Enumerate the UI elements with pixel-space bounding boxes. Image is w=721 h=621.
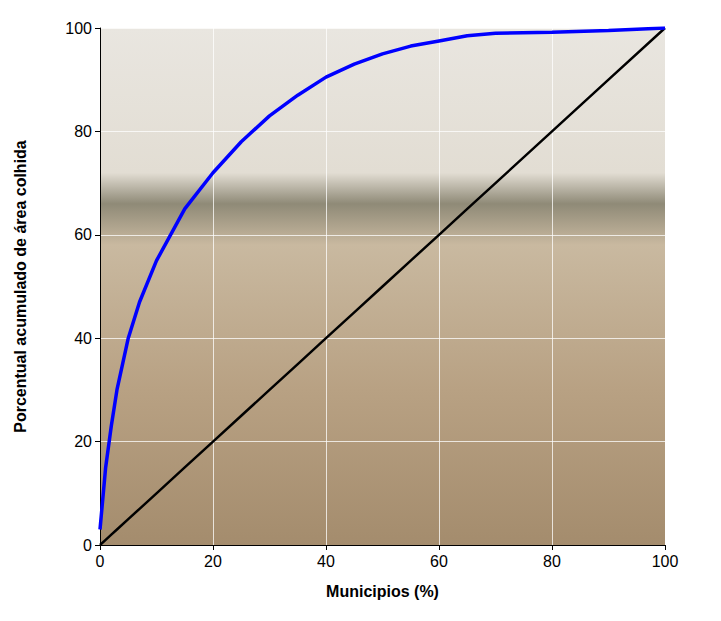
svg-text:0: 0 — [96, 553, 105, 570]
svg-text:80: 80 — [543, 553, 561, 570]
svg-text:Municipios (%): Municipios (%) — [326, 583, 439, 600]
svg-text:100: 100 — [65, 20, 92, 37]
svg-text:40: 40 — [74, 330, 92, 347]
svg-text:100: 100 — [652, 553, 679, 570]
svg-text:60: 60 — [430, 553, 448, 570]
svg-text:60: 60 — [74, 226, 92, 243]
svg-text:40: 40 — [317, 553, 335, 570]
svg-text:Porcentual acumulado de área c: Porcentual acumulado de área colhida — [12, 140, 29, 433]
svg-text:20: 20 — [204, 553, 222, 570]
svg-text:20: 20 — [74, 433, 92, 450]
svg-text:0: 0 — [83, 537, 92, 554]
svg-text:80: 80 — [74, 123, 92, 140]
